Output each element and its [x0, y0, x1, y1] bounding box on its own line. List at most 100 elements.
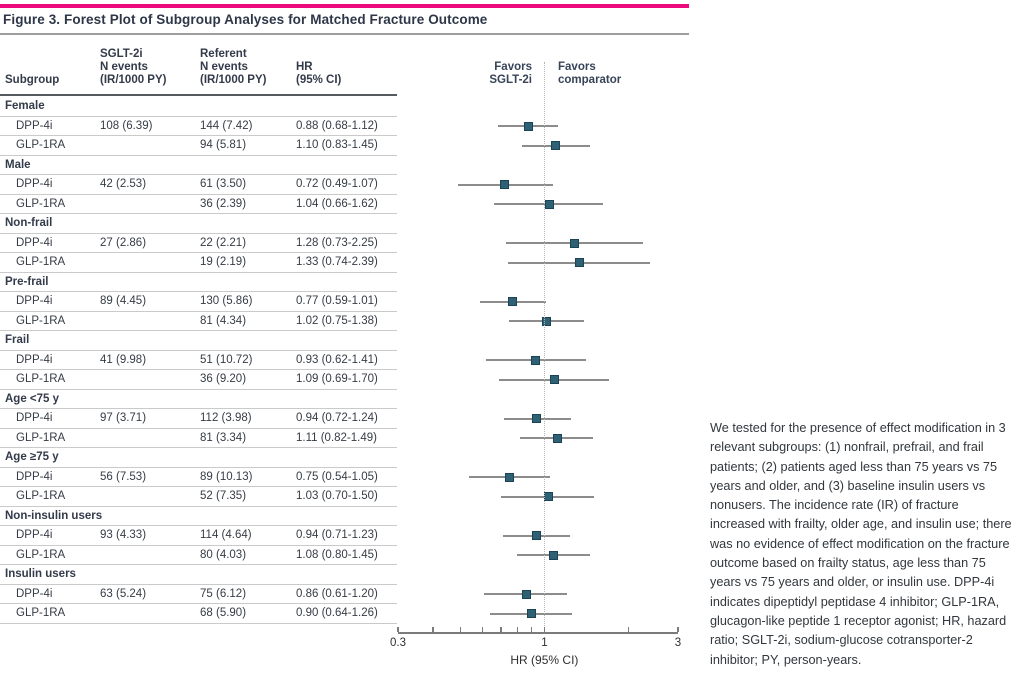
hr-cell: 1.04 (0.66-1.62) [296, 197, 378, 210]
referent-events-cell: 80 (4.03) [200, 548, 247, 561]
subgroup-cell: Non-insulin users [5, 509, 103, 522]
referent-events-cell: 68 (5.90) [200, 607, 247, 619]
ci-line [484, 593, 567, 596]
column-header-referent: Referent N events (IR/1000 PY) [200, 48, 266, 87]
x-axis-title: HR (95% CI) [510, 653, 579, 667]
hr-cell: 0.90 (0.64-1.26) [296, 607, 378, 619]
hr-cell: 1.10 (0.83-1.45) [296, 139, 378, 151]
hr-cell: 1.09 (0.69-1.70) [296, 373, 378, 385]
table-row: GLP-1RA 80 (4.03) 1.08 (0.80-1.45) [0, 546, 397, 565]
referent-events-cell: 36 (9.20) [200, 373, 247, 385]
header-rule [0, 94, 397, 96]
table-row: DPP-4i 42 (2.53) 61 (3.50) 0.72 (0.49-1.07) [0, 175, 397, 195]
axis-tick-label: 1 [541, 637, 548, 649]
referent-events-cell: 81 (3.34) [200, 431, 247, 444]
referent-events-cell: 144 (7.42) [200, 119, 253, 132]
drug-cell: GLP-1RA [16, 548, 66, 561]
sglt2i-events-cell: 89 (4.45) [100, 295, 147, 307]
drug-cell: DPP-4i [16, 587, 53, 600]
ci-line [509, 320, 584, 323]
hr-cell: 1.03 (0.70-1.50) [296, 490, 378, 502]
hr-cell: 0.94 (0.71-1.23) [296, 529, 378, 541]
ci-line [506, 242, 643, 245]
subgroup-cell: Pre-frail [5, 275, 49, 288]
hr-cell: 1.11 (0.82-1.49) [296, 431, 377, 444]
subgroup-header-row: Female [0, 97, 397, 117]
x-axis-line [398, 632, 678, 634]
referent-events-cell: 89 (10.13) [200, 470, 253, 483]
referent-events-cell: 19 (2.19) [200, 256, 247, 268]
column-header-line: Referent [200, 48, 247, 60]
hr-point-marker [569, 238, 579, 248]
table-row: DPP-4i 27 (2.86) 22 (2.21) 1.28 (0.73-2.25) [0, 234, 397, 253]
table-row: GLP-1RA 36 (9.20) 1.09 (0.69-1.70) [0, 370, 397, 390]
reference-line [544, 62, 546, 632]
drug-cell: DPP-4i [16, 295, 53, 307]
hr-point-marker [508, 297, 518, 307]
axis-tick [516, 627, 518, 632]
subgroup-header-row: Non-insulin users [0, 507, 397, 526]
hr-cell: 1.02 (0.75-1.38) [296, 314, 378, 327]
hr-cell: 0.94 (0.72-1.24) [296, 412, 378, 424]
hr-point-marker [521, 589, 531, 599]
hr-point-marker [542, 316, 552, 326]
axis-tick [677, 627, 679, 632]
hr-cell: 0.86 (0.61-1.20) [296, 587, 378, 600]
drug-cell: GLP-1RA [16, 607, 66, 619]
axis-tick [530, 627, 533, 632]
referent-events-cell: 61 (3.50) [200, 178, 247, 190]
drug-cell: DPP-4i [16, 412, 53, 424]
table-row: DPP-4i 93 (4.33) 114 (4.64) 0.94 (0.71-1.23… [0, 526, 397, 546]
drug-cell: DPP-4i [16, 529, 53, 541]
axis-tick [459, 627, 461, 632]
ci-line [517, 554, 590, 557]
hr-cell: 1.28 (0.73-2.25) [296, 236, 378, 249]
hr-point-marker [524, 121, 534, 131]
hr-point-marker [532, 531, 542, 541]
referent-events-cell: 81 (4.34) [200, 314, 247, 327]
axis-tick [481, 627, 483, 632]
axis-tick-label: 3 [674, 637, 682, 649]
hr-point-marker [574, 258, 584, 268]
title-divider [0, 33, 689, 35]
column-header-line: (IR/1000 PY) [100, 74, 167, 86]
hr-cell: 0.88 (0.68-1.12) [296, 119, 378, 132]
ci-line [520, 437, 593, 440]
column-header-hr: HR (95% CI) [296, 61, 341, 87]
subgroup-cell: Age ≥75 y [5, 451, 59, 463]
sglt2i-events-cell: 93 (4.33) [100, 529, 147, 541]
drug-cell: DPP-4i [16, 353, 53, 366]
hr-point-marker [532, 414, 542, 424]
ci-line [504, 417, 571, 420]
subgroup-table: Female DPP-4i 108 (6.39) 144 (7.42) 0.88 (0.… [0, 97, 397, 624]
hr-cell: 1.08 (0.80-1.45) [296, 548, 378, 561]
hr-point-marker [549, 550, 559, 560]
drug-cell: DPP-4i [16, 236, 53, 249]
table-row: GLP-1RA 36 (2.39) 1.04 (0.66-1.62) [0, 195, 397, 214]
ci-line [499, 378, 609, 381]
drug-cell: GLP-1RA [16, 431, 66, 444]
ci-line [507, 261, 651, 264]
drug-cell: GLP-1RA [16, 490, 66, 502]
subgroup-header-row: Non-frail [0, 214, 397, 234]
table-row: DPP-4i 97 (3.71) 112 (3.98) 0.94 (0.72-1.24… [0, 409, 397, 429]
column-header-line: SGLT-2i [100, 48, 143, 60]
hr-point-marker [552, 433, 562, 443]
figure-title: Figure 3. Forest Plot of Subgroup Analys… [3, 12, 488, 27]
hr-cell: 0.75 (0.54-1.05) [296, 470, 378, 483]
hr-point-marker [544, 199, 554, 209]
drug-cell: GLP-1RA [16, 197, 66, 210]
sglt2i-events-cell: 42 (2.53) [100, 178, 147, 190]
table-row: GLP-1RA 81 (3.34) 1.11 (0.82-1.49) [0, 429, 397, 448]
table-row: GLP-1RA 81 (4.34) 1.02 (0.75-1.38) [0, 312, 397, 331]
drug-cell: GLP-1RA [16, 256, 66, 268]
drug-cell: DPP-4i [16, 470, 53, 483]
axis-tick [543, 627, 545, 632]
drug-cell: GLP-1RA [16, 139, 66, 151]
axis-tick [500, 627, 502, 632]
hr-point-marker [531, 355, 541, 365]
subgroup-cell: Insulin users [5, 568, 76, 580]
figure-caption: We tested for the presence of effect mod… [710, 421, 1012, 667]
favors-label-line: Favors [494, 61, 532, 73]
